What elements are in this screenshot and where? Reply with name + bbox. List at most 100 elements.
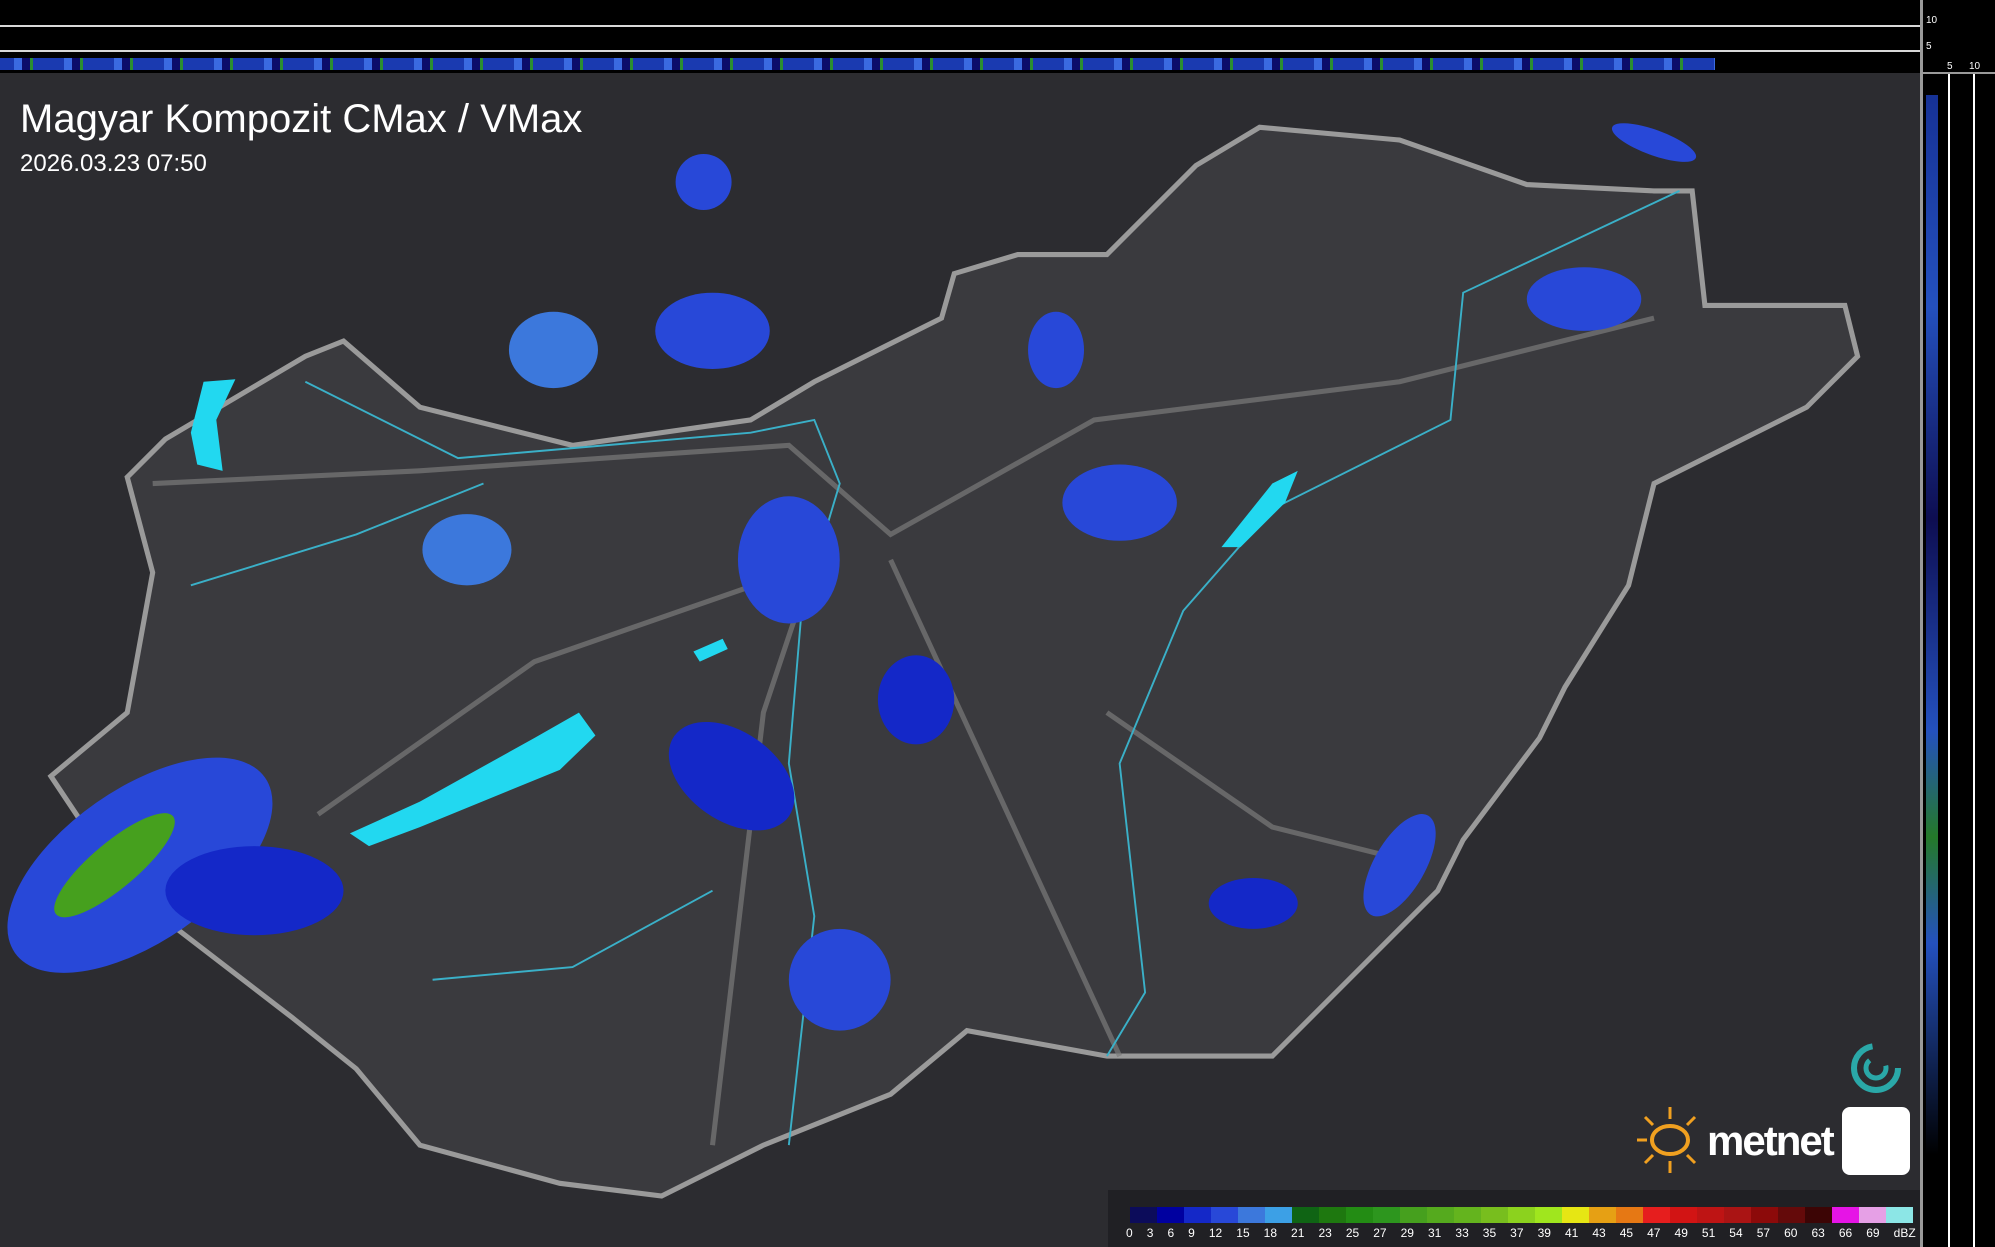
legend-swatch	[1454, 1207, 1481, 1223]
legend-swatch	[1319, 1207, 1346, 1223]
precipitation-echoes	[7, 123, 1697, 1031]
rain-cell	[675, 154, 732, 210]
legend-unit: dBZ	[1893, 1226, 1916, 1240]
legend-label: 66	[1838, 1226, 1853, 1240]
road	[1105, 710, 1426, 868]
legend-label: 25	[1345, 1226, 1360, 1240]
rain-cell	[1611, 123, 1697, 162]
legend-swatch	[1805, 1207, 1832, 1223]
rain-cell	[1363, 814, 1436, 917]
legend-color-bar	[1130, 1207, 1913, 1223]
sun-icon	[1637, 1107, 1697, 1173]
lake-balaton	[349, 712, 596, 847]
legend-label: 60	[1784, 1226, 1798, 1240]
legend-label: 43	[1592, 1226, 1606, 1240]
legend-swatch	[1778, 1207, 1805, 1223]
legend-label: 33	[1455, 1226, 1469, 1240]
legend-swatch	[1589, 1207, 1616, 1223]
legend-swatch	[1130, 1207, 1157, 1223]
lake-fertő	[190, 379, 236, 471]
legend-label: 35	[1482, 1226, 1497, 1240]
rain-cell	[737, 496, 840, 624]
rain-cell	[1062, 464, 1177, 541]
legend-label: 0	[1126, 1226, 1133, 1240]
legend-swatch	[1400, 1207, 1427, 1223]
legend-label: 18	[1263, 1226, 1278, 1240]
rain-cell	[422, 514, 512, 586]
legend-swatch	[1643, 1207, 1670, 1223]
rain-cell	[668, 721, 795, 831]
legend-label: 23	[1318, 1226, 1332, 1240]
legend-label: 12	[1208, 1226, 1223, 1240]
rain-cell	[508, 311, 598, 389]
legend-label: 47	[1647, 1226, 1661, 1240]
legend-swatch	[1724, 1207, 1751, 1223]
legend-swatch	[1886, 1207, 1913, 1223]
scale-label: 10	[1926, 15, 1938, 26]
legend-label: 57	[1756, 1226, 1771, 1240]
scale-label: 5	[1947, 61, 1953, 72]
rain-cell	[877, 655, 955, 745]
legend-label: 3	[1146, 1226, 1154, 1240]
legend-swatch	[1265, 1207, 1292, 1223]
lakes	[190, 379, 1298, 847]
legend-label: 49	[1674, 1226, 1688, 1240]
legend-label: 54	[1729, 1226, 1743, 1240]
scale-line-5	[0, 50, 1920, 52]
scale-label: 5	[1926, 41, 1932, 52]
rain-cell	[1028, 311, 1085, 389]
lake-tisza	[1221, 470, 1298, 548]
legend-swatch	[1346, 1207, 1373, 1223]
logo-text: metnet	[1707, 1117, 1835, 1164]
legend-swatch	[1427, 1207, 1454, 1223]
rain-cell	[1526, 267, 1642, 331]
top-cross-section-data	[0, 58, 1715, 70]
legend-swatch	[1481, 1207, 1508, 1223]
road	[152, 315, 1655, 538]
legend-label: 31	[1428, 1226, 1442, 1240]
legend-label: 37	[1510, 1226, 1524, 1240]
color-legend: 0 3 6 9 12 15 18 21 23 25 27 29 31 33 35 37 39 41 43 45 47 49…	[1108, 1190, 1920, 1247]
rain-cell	[788, 928, 891, 1031]
river-tisza	[1106, 190, 1680, 1057]
legend-label: 6	[1167, 1226, 1175, 1240]
swirl-icon	[1842, 1043, 1910, 1175]
legend-swatch	[1508, 1207, 1535, 1223]
legend-label: 51	[1701, 1226, 1716, 1240]
legend-swatch	[1859, 1207, 1886, 1223]
legend-swatch	[1832, 1207, 1859, 1223]
legend-label: 45	[1619, 1226, 1634, 1240]
legend-swatch	[1535, 1207, 1562, 1223]
legend-swatch	[1562, 1207, 1589, 1223]
legend-swatch	[1670, 1207, 1697, 1223]
legend-swatch	[1292, 1207, 1319, 1223]
legend-label: 29	[1400, 1226, 1414, 1240]
river-danube	[304, 380, 841, 1146]
rivers	[190, 190, 1680, 1146]
country-outline	[47, 124, 1861, 1199]
scale-line-5	[1948, 74, 1950, 1247]
legend-swatch	[1616, 1207, 1643, 1223]
rain-cell	[54, 813, 175, 918]
legend-label: 63	[1811, 1226, 1825, 1240]
legend-label: 15	[1236, 1226, 1250, 1240]
legend-swatch	[1157, 1207, 1184, 1223]
legend-swatch	[1373, 1207, 1400, 1223]
top-cross-section-panel	[0, 0, 1920, 73]
divider	[1920, 72, 1995, 74]
scale-line-10	[1973, 74, 1975, 1247]
legend-label: 21	[1291, 1226, 1305, 1240]
scale-line-10	[0, 25, 1920, 27]
hungary-map-svg	[7, 123, 1861, 1199]
lake-velence	[693, 638, 728, 662]
legend-swatch	[1211, 1207, 1238, 1223]
legend-swatch	[1238, 1207, 1265, 1223]
legend-label: 39	[1537, 1226, 1551, 1240]
legend-swatch	[1751, 1207, 1778, 1223]
legend-labels: 0 3 6 9 12 15 18 21 23 25 27 29 31 33 35 37 39 41 43 45 47 49…	[1126, 1226, 1916, 1240]
legend-label: 9	[1188, 1226, 1195, 1240]
road	[316, 557, 828, 817]
rain-cell	[165, 846, 344, 936]
timestamp: 2026.03.23 07:50	[20, 150, 207, 177]
side-cross-section-data	[1926, 95, 1938, 1155]
